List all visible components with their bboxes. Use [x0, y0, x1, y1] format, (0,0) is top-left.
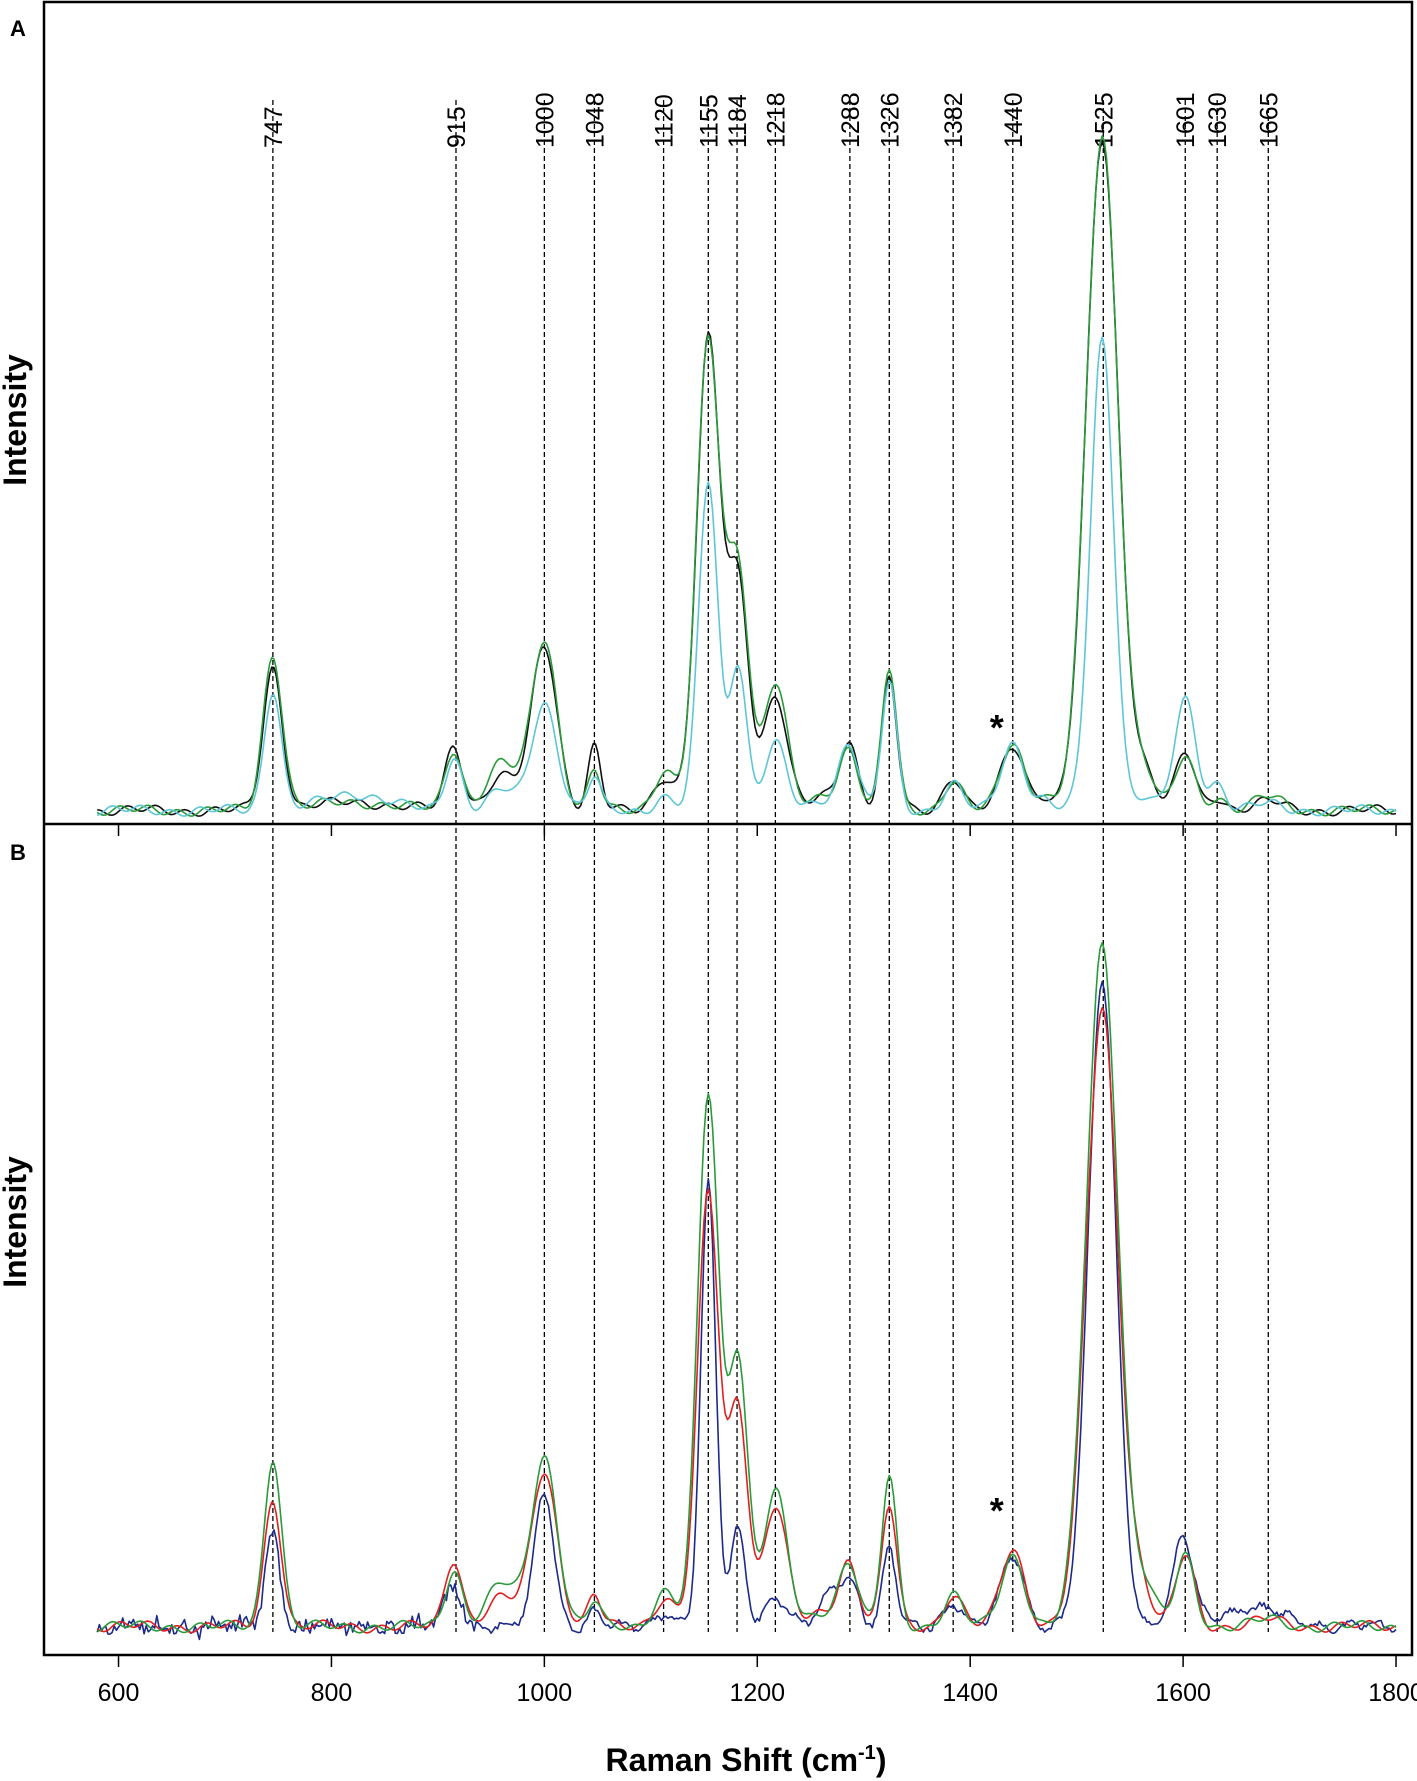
peak-marker-label-1288: 1288 [837, 92, 865, 148]
peak-marker-label-1665: 1665 [1255, 92, 1283, 148]
panel-a-asterisk: * [990, 707, 1004, 748]
panel-b-spectrum-3 [96, 942, 1397, 1634]
peak-marker-label-1048: 1048 [581, 92, 609, 148]
peak-marker-label-1601: 1601 [1172, 92, 1200, 148]
x-tick-label-800: 800 [311, 1679, 353, 1707]
x-tick-label-1600: 1600 [1155, 1679, 1211, 1707]
panel-b-spectrum-1 [96, 980, 1397, 1641]
panel-b-asterisk: * [990, 1490, 1004, 1531]
x-tick-label-1800: 1800 [1368, 1679, 1417, 1707]
peak-marker-label-1155: 1155 [695, 94, 723, 148]
x-tick-label-1200: 1200 [729, 1679, 785, 1707]
panel-a-spectra [96, 135, 1397, 817]
x-axis-title-main: Raman Shift (cm [606, 1742, 858, 1778]
peak-marker-label-1382: 1382 [940, 92, 968, 148]
peak-marker-label-1184: 1184 [724, 94, 752, 148]
x-axis-title: Raman Shift (cm-1) [606, 1742, 887, 1778]
peak-marker-label-1326: 1326 [876, 92, 904, 148]
peak-marker-label-915: 915 [443, 106, 471, 148]
chart-frame [42, 0, 1414, 1657]
x-tick-label-1400: 1400 [942, 1679, 998, 1707]
x-axis: 600 800 1000 1200 1400 1600 1800 [98, 824, 1417, 1707]
panel-b-spectra [96, 942, 1397, 1641]
panel-a-y-axis-title: Intensity [0, 354, 33, 486]
peak-marker-label-1120: 1120 [651, 94, 679, 148]
x-tick-label-600: 600 [98, 1679, 140, 1707]
peak-marker-label-1218: 1218 [762, 92, 790, 148]
peak-marker-label-1630: 1630 [1204, 92, 1232, 148]
peak-marker-label-1525: 1525 [1090, 92, 1118, 148]
panel-b-spectrum-2 [96, 1007, 1397, 1634]
panel-a-spectrum-2 [96, 135, 1397, 817]
panel-a-letter: A [10, 16, 26, 41]
panel-a-spectrum-3 [96, 336, 1397, 817]
x-tick-label-1000: 1000 [517, 1679, 573, 1707]
x-axis-title-superscript: -1 [858, 1742, 876, 1764]
peak-marker-label-1440: 1440 [1000, 92, 1028, 148]
panel-b-y-axis-title: Intensity [0, 1156, 33, 1288]
peak-marker-label-1000: 1000 [531, 92, 559, 148]
peak-marker-labels: 747 915 1000 1048 1120 1155 1184 1218 1288 1326 13… [260, 92, 1283, 148]
panel-a-spectrum-1 [97, 141, 1397, 817]
x-axis-title-close: ) [876, 1742, 887, 1778]
peak-marker-label-747: 747 [260, 106, 288, 148]
panel-b-letter: B [10, 840, 26, 865]
peak-marker-lines [272, 100, 1269, 1632]
